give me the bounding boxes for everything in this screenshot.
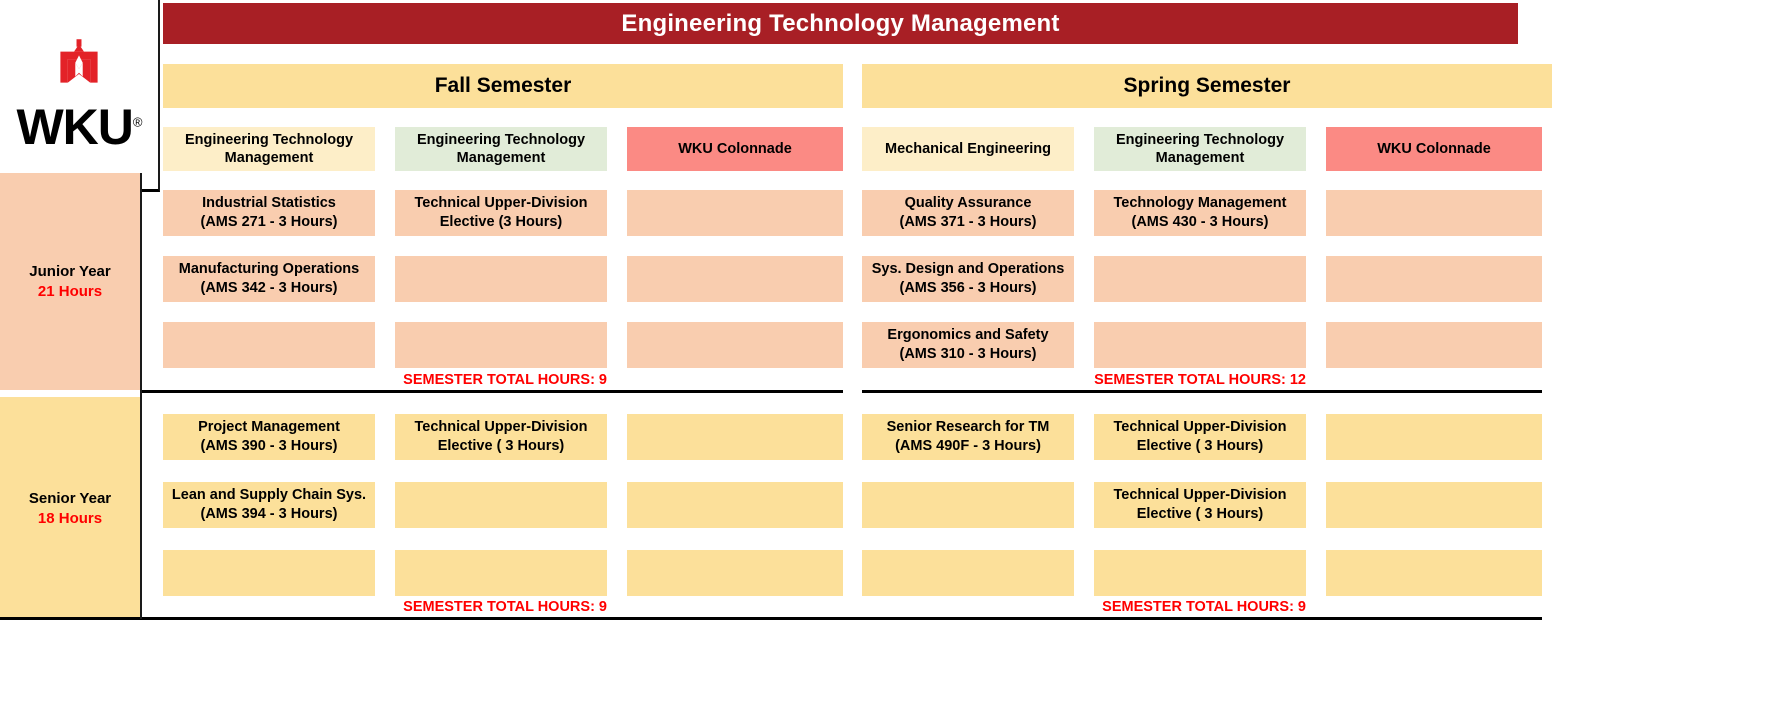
course-code: (AMS 394 - 3 Hours) [200,506,338,522]
course-code: Elective ( 3 Hours) [437,438,565,454]
course-cell: Manufacturing Operations (AMS 342 - 3 Ho… [163,256,375,302]
semester-total-senior-spring: SEMESTER TOTAL HOURS: 9 [1102,599,1306,615]
year-hours-junior: 21 Hours [37,283,103,300]
divider-junior-spring [862,390,1542,393]
course-cell [1326,322,1542,368]
course-cell [163,322,375,368]
course-cell: Lean and Supply Chain Sys. (AMS 394 - 3 … [163,482,375,528]
category-header-fall-etm-elective: Engineering Technology Management [395,127,607,171]
divider-junior-fall [140,390,843,393]
category-header-fall-etm-required: Engineering Technology Management [163,127,375,171]
course-cell: Senior Research for TM (AMS 490F - 3 Hou… [862,414,1074,460]
course-cell [627,190,843,236]
year-label-senior: Senior Year [28,489,112,507]
course-title: Ergonomics and Safety [887,327,1049,344]
course-cell: Technical Upper-Division Elective ( 3 Ho… [1094,414,1306,460]
wku-wordmark-text: WKU [16,98,133,155]
course-cell: Quality Assurance (AMS 371 - 3 Hours) [862,190,1074,236]
year-block-senior: Senior Year 18 Hours [0,397,140,619]
course-title: Quality Assurance [904,195,1032,212]
course-title: Manufacturing Operations [178,261,360,278]
course-title: Technical Upper-Division [414,195,588,212]
year-block-junior: Junior Year 21 Hours [0,173,140,390]
course-cell [627,256,843,302]
semester-header-fall: Fall Semester [163,64,843,108]
course-cell: Technical Upper-Division Elective ( 3 Ho… [1094,482,1306,528]
course-title: Project Management [198,419,340,436]
semester-total-junior-spring: SEMESTER TOTAL HOURS: 12 [1094,372,1306,388]
category-header-spring-colonnade: WKU Colonnade [1326,127,1542,171]
course-cell: Project Management (AMS 390 - 3 Hours) [163,414,375,460]
course-cell [163,550,375,596]
course-cell [395,550,607,596]
course-cell: Technology Management (AMS 430 - 3 Hours… [1094,190,1306,236]
course-cell [395,256,607,302]
course-title: Senior Research for TM [886,419,1050,436]
wku-wordmark: WKU® [16,98,143,155]
course-cell: Technical Upper-Division Elective ( 3 Ho… [395,414,607,460]
course-cell [627,322,843,368]
course-code: (AMS 356 - 3 Hours) [899,280,1037,296]
course-cell [1094,550,1306,596]
course-title: Lean and Supply Chain Sys. [171,487,367,504]
course-cell [862,482,1074,528]
category-header-spring-etm: Engineering Technology Management [1094,127,1306,171]
course-title: Technical Upper-Division [1113,487,1287,504]
course-title: Technology Management [1113,195,1287,212]
course-title: Industrial Statistics [202,195,336,212]
divider-year-column [140,173,142,619]
semester-header-spring: Spring Semester [862,64,1552,108]
course-code: (AMS 271 - 3 Hours) [200,214,338,230]
semester-total-junior-fall: SEMESTER TOTAL HOURS: 9 [403,372,607,388]
category-header-spring-mechanical: Mechanical Engineering [862,127,1074,171]
course-code: Elective ( 3 Hours) [1136,438,1264,454]
page-title: Engineering Technology Management [163,3,1518,44]
course-cell [627,414,843,460]
course-cell [395,322,607,368]
course-cell [1326,190,1542,236]
course-code: (AMS 310 - 3 Hours) [899,346,1037,362]
course-code: Elective (3 Hours) [439,214,563,230]
course-cell [627,550,843,596]
course-cell: Ergonomics and Safety (AMS 310 - 3 Hours… [862,322,1074,368]
course-cell [1094,256,1306,302]
course-cell [1326,482,1542,528]
course-code: (AMS 430 - 3 Hours) [1131,214,1269,230]
course-cell [1326,256,1542,302]
year-hours-senior: 18 Hours [37,509,103,527]
course-title: Sys. Design and Operations [871,261,1065,278]
course-code: (AMS 390 - 3 Hours) [200,438,338,454]
course-cell [1094,322,1306,368]
course-title: Technical Upper-Division [414,419,588,436]
course-cell [1326,550,1542,596]
course-cell: Technical Upper-Division Elective (3 Hou… [395,190,607,236]
course-cell [1326,414,1542,460]
wku-tower-icon [60,38,98,83]
divider-bottom [0,617,1542,620]
course-cell [627,482,843,528]
course-code: (AMS 490F - 3 Hours) [895,438,1041,454]
registered-mark-icon: ® [132,113,143,129]
category-header-fall-colonnade: WKU Colonnade [627,127,843,171]
semester-total-senior-fall: SEMESTER TOTAL HOURS: 9 [403,599,607,615]
course-cell: Industrial Statistics (AMS 271 - 3 Hours… [163,190,375,236]
course-code: Elective ( 3 Hours) [1136,506,1264,522]
course-cell [395,482,607,528]
course-code: (AMS 371 - 3 Hours) [899,214,1037,230]
course-cell: Sys. Design and Operations (AMS 356 - 3 … [862,256,1074,302]
year-label-junior: Junior Year [29,263,111,280]
wku-logo-panel: WKU® [0,0,160,192]
course-title: Technical Upper-Division [1113,419,1287,436]
course-cell [862,550,1074,596]
course-code: (AMS 342 - 3 Hours) [200,280,338,296]
